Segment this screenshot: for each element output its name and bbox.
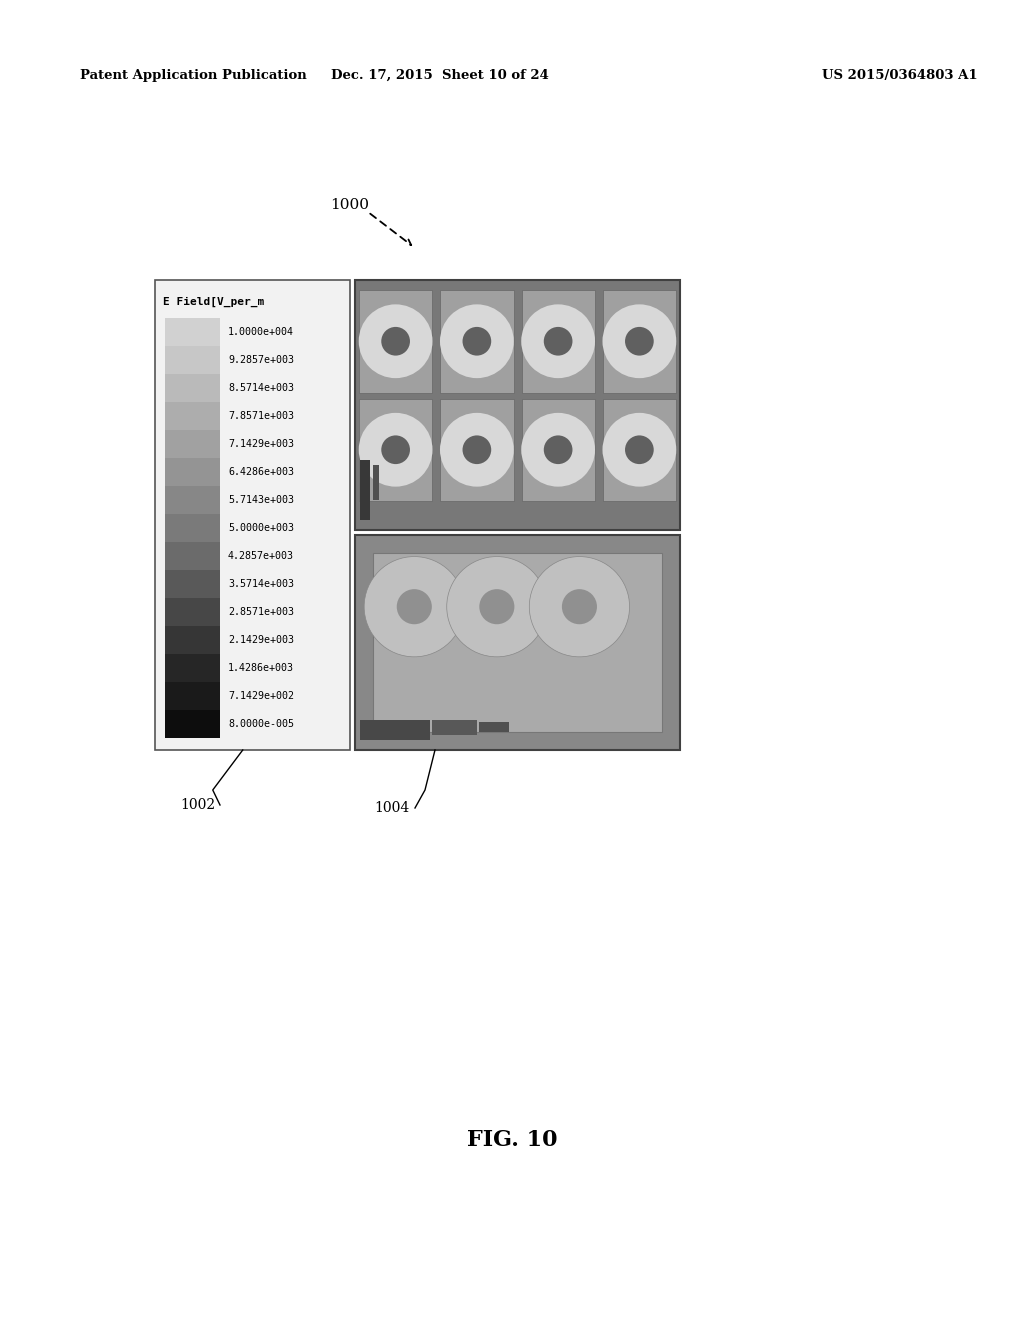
- Circle shape: [358, 413, 432, 487]
- Text: 5.0000e+003: 5.0000e+003: [228, 523, 294, 533]
- Text: 3.5714e+003: 3.5714e+003: [228, 579, 294, 589]
- Text: 2.8571e+003: 2.8571e+003: [228, 607, 294, 616]
- Text: 9.2857e+003: 9.2857e+003: [228, 355, 294, 366]
- Bar: [165, 346, 220, 374]
- Bar: [603, 290, 676, 392]
- Bar: [165, 430, 220, 458]
- Circle shape: [529, 557, 630, 657]
- Circle shape: [521, 413, 595, 487]
- Text: 5.7143e+003: 5.7143e+003: [228, 495, 294, 506]
- Text: 1002: 1002: [180, 799, 215, 812]
- Bar: [359, 399, 432, 502]
- Text: E Field[V_per_m: E Field[V_per_m: [163, 297, 264, 308]
- Text: 1.0000e+004: 1.0000e+004: [228, 327, 294, 337]
- Bar: [165, 318, 220, 346]
- Circle shape: [625, 327, 653, 355]
- Circle shape: [625, 436, 653, 465]
- Bar: [479, 722, 509, 733]
- Circle shape: [381, 327, 410, 355]
- Bar: [521, 290, 595, 392]
- Text: FIG. 10: FIG. 10: [467, 1129, 557, 1151]
- Circle shape: [365, 557, 465, 657]
- Bar: [165, 543, 220, 570]
- Circle shape: [396, 589, 432, 624]
- Bar: [373, 465, 379, 500]
- Circle shape: [440, 413, 514, 487]
- Circle shape: [358, 305, 432, 378]
- Circle shape: [446, 557, 547, 657]
- Bar: [355, 535, 680, 750]
- Bar: [165, 598, 220, 626]
- Circle shape: [381, 436, 410, 465]
- Circle shape: [521, 305, 595, 378]
- Bar: [165, 486, 220, 513]
- Text: 1000: 1000: [330, 198, 369, 213]
- Text: 2.1429e+003: 2.1429e+003: [228, 635, 294, 645]
- Circle shape: [562, 589, 597, 624]
- Bar: [432, 719, 477, 735]
- Bar: [165, 515, 220, 543]
- Text: 1.4286e+003: 1.4286e+003: [228, 663, 294, 673]
- Text: 7.1429e+003: 7.1429e+003: [228, 440, 294, 449]
- Text: 1004: 1004: [375, 801, 410, 814]
- Bar: [165, 655, 220, 682]
- Text: 8.5714e+003: 8.5714e+003: [228, 383, 294, 393]
- Bar: [165, 626, 220, 653]
- Bar: [521, 399, 595, 502]
- Bar: [165, 570, 220, 598]
- Bar: [360, 459, 370, 520]
- Circle shape: [544, 436, 572, 465]
- Bar: [440, 290, 513, 392]
- Circle shape: [440, 305, 514, 378]
- Circle shape: [479, 589, 514, 624]
- Circle shape: [602, 305, 676, 378]
- Text: 4.2857e+003: 4.2857e+003: [228, 550, 294, 561]
- Bar: [165, 458, 220, 486]
- Bar: [165, 682, 220, 710]
- Bar: [165, 710, 220, 738]
- Bar: [359, 290, 432, 392]
- Circle shape: [463, 436, 492, 465]
- Bar: [373, 553, 662, 733]
- Circle shape: [602, 413, 676, 487]
- Text: US 2015/0364803 A1: US 2015/0364803 A1: [822, 69, 978, 82]
- Circle shape: [463, 327, 492, 355]
- Circle shape: [544, 327, 572, 355]
- Text: 7.1429e+002: 7.1429e+002: [228, 690, 294, 701]
- Bar: [360, 719, 430, 741]
- Bar: [165, 375, 220, 403]
- Bar: [355, 280, 680, 531]
- Bar: [440, 399, 513, 502]
- Text: Dec. 17, 2015  Sheet 10 of 24: Dec. 17, 2015 Sheet 10 of 24: [331, 69, 549, 82]
- Bar: [603, 399, 676, 502]
- Text: Patent Application Publication: Patent Application Publication: [80, 69, 307, 82]
- Bar: [155, 280, 350, 750]
- Text: 8.0000e-005: 8.0000e-005: [228, 719, 294, 729]
- Text: 7.8571e+003: 7.8571e+003: [228, 411, 294, 421]
- Bar: [165, 403, 220, 430]
- Text: 6.4286e+003: 6.4286e+003: [228, 467, 294, 477]
